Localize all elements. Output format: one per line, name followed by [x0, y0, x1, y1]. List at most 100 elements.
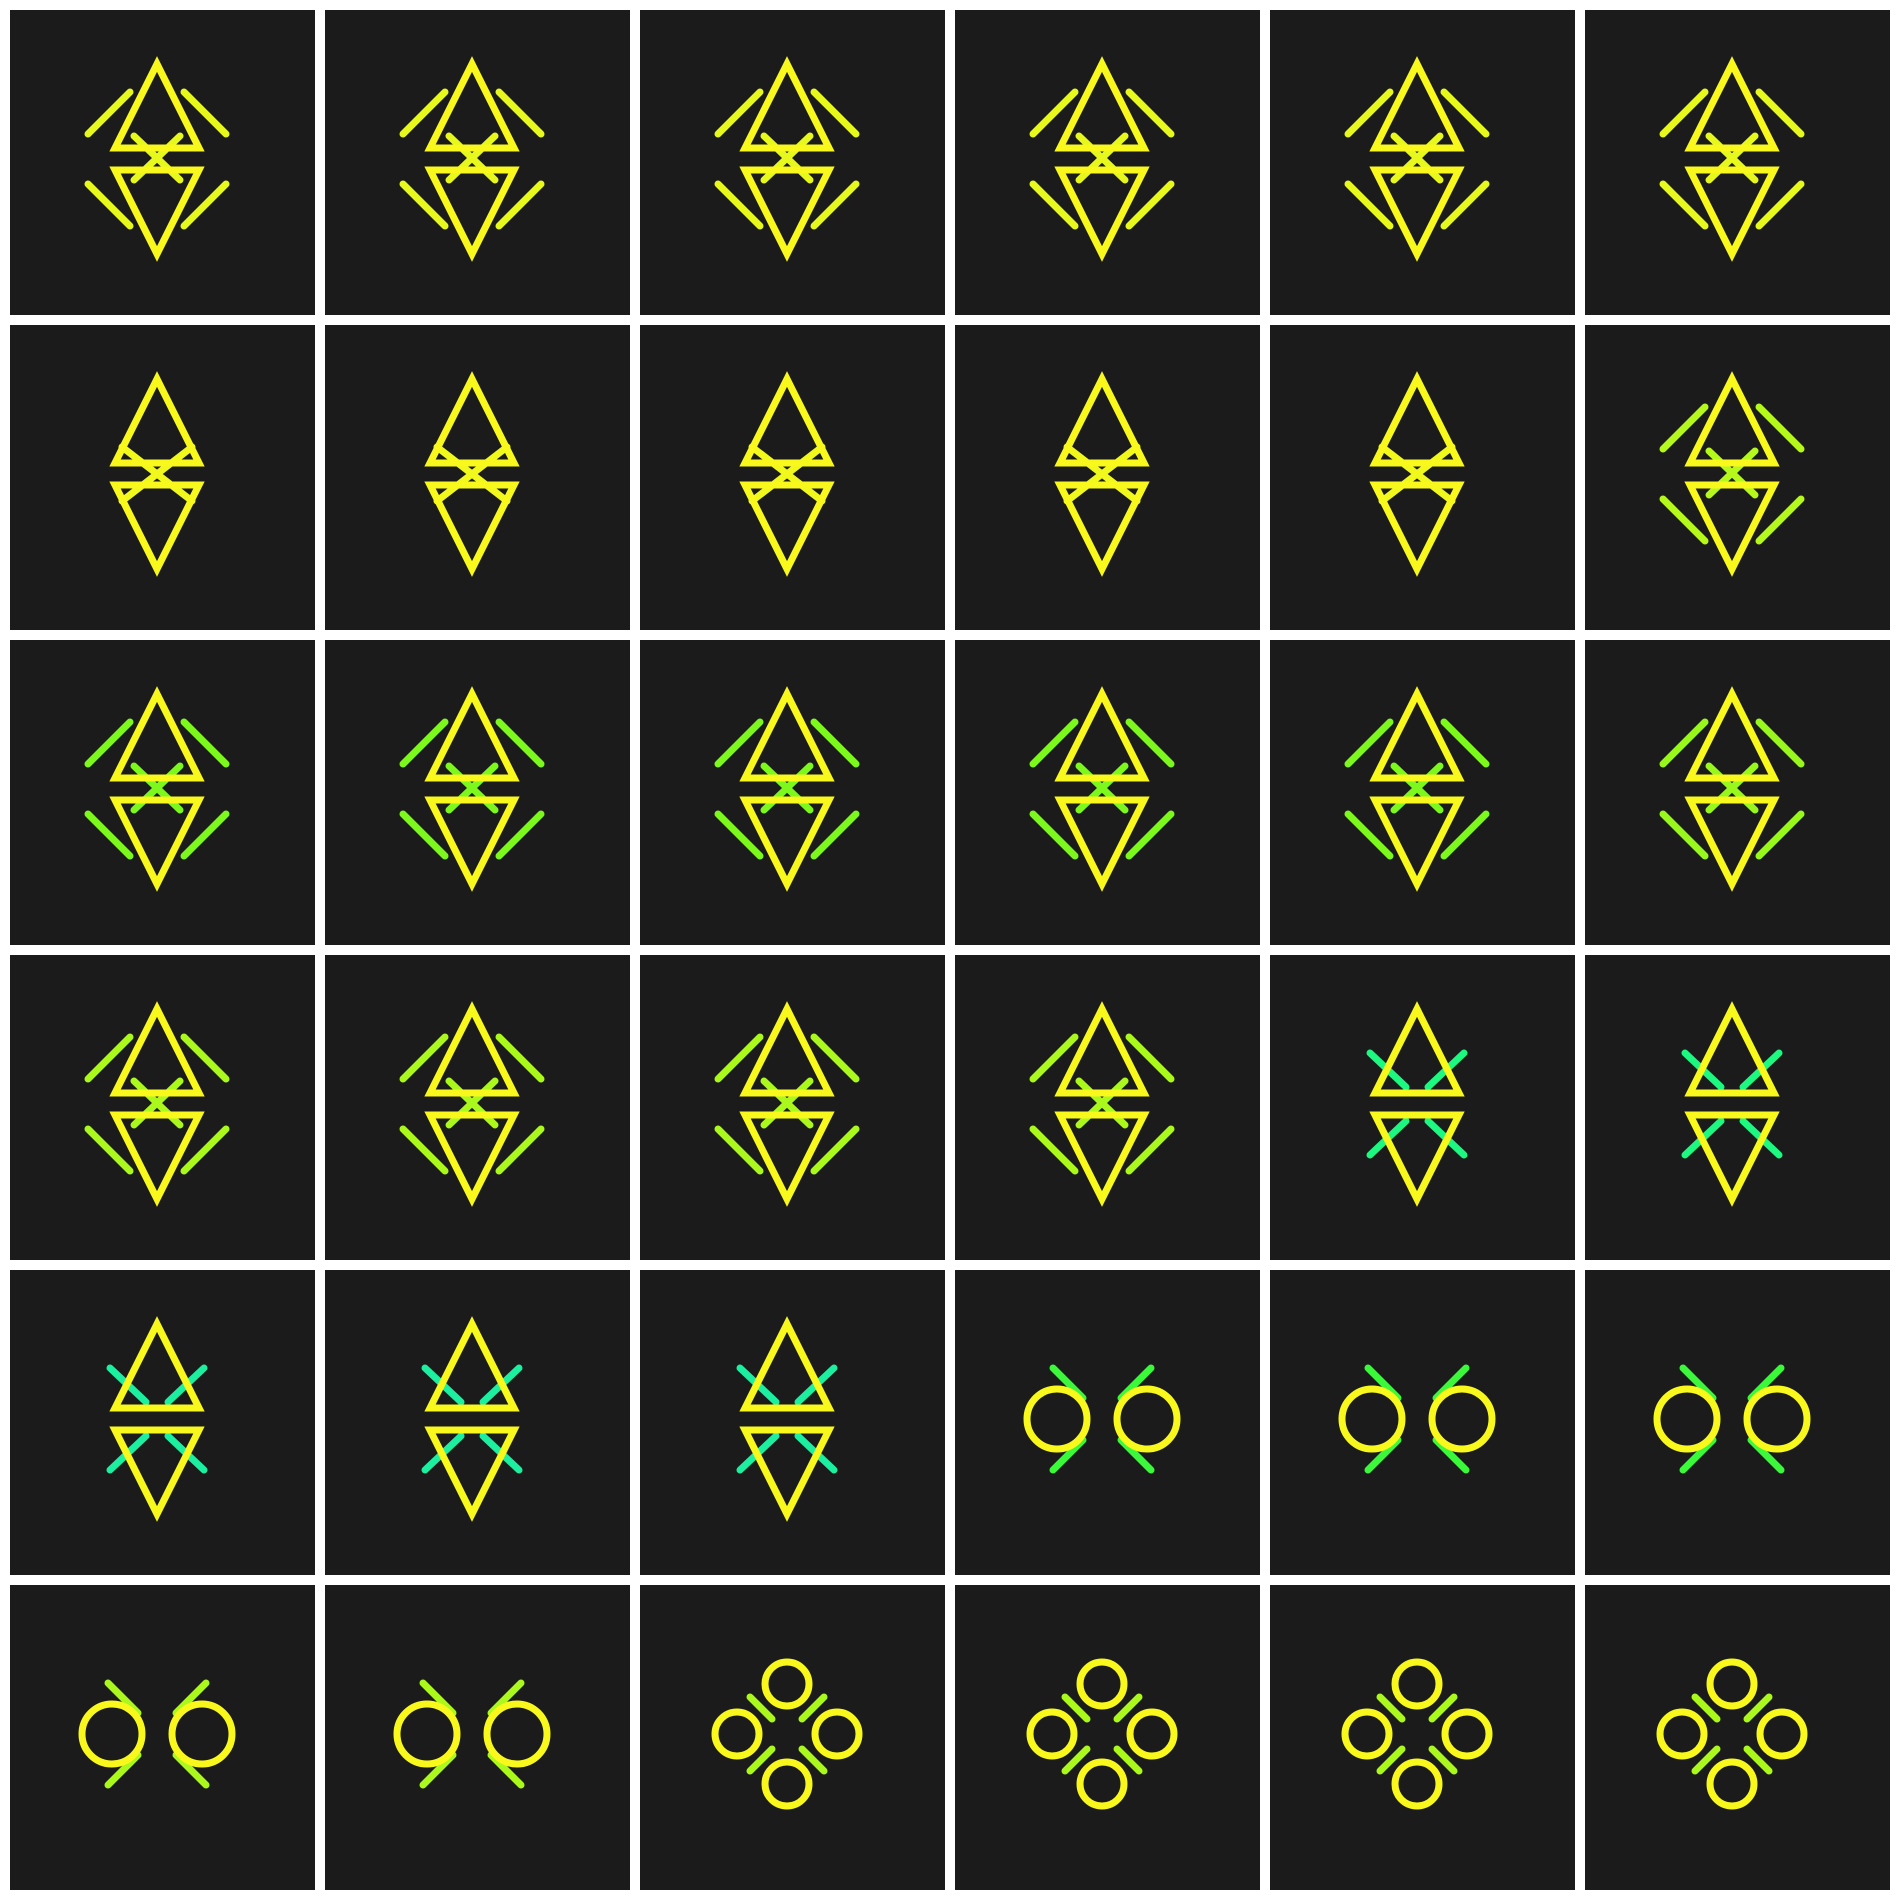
- diagonal-stroke: [714, 1033, 764, 1083]
- triangle-up: [1684, 1001, 1780, 1097]
- cross-stroke: [1378, 443, 1456, 505]
- diagonal-stroke: [399, 1125, 449, 1175]
- diagonal-stroke: [1659, 495, 1709, 545]
- diagonal-stroke: [1029, 180, 1079, 230]
- diagonal-stroke: [1743, 1693, 1773, 1723]
- tile-glyph: [1029, 1001, 1175, 1207]
- circle-right: [1756, 1708, 1808, 1760]
- pattern-tile: [1585, 1585, 1890, 1890]
- triangle-down: [1684, 481, 1780, 577]
- diagonal-stroke: [1125, 1125, 1175, 1175]
- diagonal-stroke: [399, 1033, 449, 1083]
- diagonal-stroke: [1440, 88, 1490, 138]
- triangle-up: [109, 1316, 205, 1412]
- circle-top: [1076, 1658, 1128, 1710]
- diagonal-stroke: [180, 88, 230, 138]
- triangle-down: [109, 1111, 205, 1207]
- circle-bottom: [1391, 1758, 1443, 1810]
- diagonal-stroke: [180, 1033, 230, 1083]
- pattern-tile: [10, 640, 315, 945]
- diagonal-stroke: [1428, 1745, 1458, 1775]
- triangle-down: [739, 1111, 835, 1207]
- cross-stroke: [433, 443, 511, 505]
- diagonal-stroke: [84, 1125, 134, 1175]
- diagonal-stroke: [399, 88, 449, 138]
- tile-glyph: [1344, 686, 1490, 892]
- circle-right: [1126, 1708, 1178, 1760]
- triangle-down: [1054, 796, 1150, 892]
- diagonal-stroke: [810, 1033, 860, 1083]
- diagonal-stroke: [1125, 1033, 1175, 1083]
- diagonal-stroke: [714, 180, 764, 230]
- triangle-down: [739, 166, 835, 262]
- pattern-tile: [325, 1270, 630, 1575]
- triangle-up: [1054, 686, 1150, 782]
- diagonal-stroke: [1691, 1693, 1721, 1723]
- tile-glyph: [1026, 1658, 1178, 1810]
- diagonal-stroke: [746, 1693, 776, 1723]
- tile-glyph: [393, 1679, 551, 1789]
- circle-right: [1428, 1385, 1496, 1453]
- triangle-up: [424, 1001, 520, 1097]
- diagonal-stroke: [1113, 1745, 1143, 1775]
- diagonal-stroke: [1029, 1033, 1079, 1083]
- diagonal-stroke: [1755, 810, 1805, 860]
- circle-right: [483, 1700, 551, 1768]
- triangle-up: [109, 371, 205, 467]
- triangle-up: [424, 686, 520, 782]
- circle-left: [78, 1700, 146, 1768]
- diagonal-stroke: [1440, 810, 1490, 860]
- diagonal-stroke: [495, 88, 545, 138]
- triangle-down: [109, 166, 205, 262]
- triangle-down: [1369, 166, 1465, 262]
- circle-left: [1656, 1708, 1708, 1760]
- pattern-tile: [640, 10, 945, 315]
- triangle-down: [1684, 166, 1780, 262]
- triangle-up: [109, 686, 205, 782]
- circle-left: [1338, 1385, 1406, 1453]
- diagonal-stroke: [1743, 1745, 1773, 1775]
- pattern-tile: [10, 10, 315, 315]
- triangle-up: [1684, 56, 1780, 152]
- tile-glyph: [84, 686, 230, 892]
- tile-glyph: [84, 1001, 230, 1207]
- diagonal-stroke: [1755, 495, 1805, 545]
- diagonal-stroke: [798, 1745, 828, 1775]
- pattern-tile: [1585, 325, 1890, 630]
- diagonal-stroke: [1755, 718, 1805, 768]
- diagonal-stroke: [1344, 88, 1394, 138]
- tile-glyph: [736, 1316, 838, 1522]
- tile-glyph: [1659, 56, 1805, 262]
- tile-glyph: [424, 371, 520, 577]
- triangle-down: [739, 481, 835, 577]
- diagonal-stroke: [810, 1125, 860, 1175]
- pattern-tile: [1585, 1270, 1890, 1575]
- pattern-tile: [1585, 955, 1890, 1260]
- triangle-down: [109, 1426, 205, 1522]
- diagonal-stroke: [1029, 88, 1079, 138]
- triangle-down: [424, 796, 520, 892]
- diagonal-stroke: [84, 1033, 134, 1083]
- diagonal-stroke: [810, 810, 860, 860]
- diagonal-stroke: [714, 718, 764, 768]
- diagonal-stroke: [495, 180, 545, 230]
- tile-glyph: [399, 1001, 545, 1207]
- triangle-up: [424, 56, 520, 152]
- diagonal-stroke: [714, 810, 764, 860]
- circle-bottom: [761, 1758, 813, 1810]
- pattern-tile: [640, 325, 945, 630]
- triangle-down: [1054, 481, 1150, 577]
- triangle-up: [739, 1316, 835, 1412]
- diagonal-stroke: [1344, 718, 1394, 768]
- triangle-up: [1369, 686, 1465, 782]
- diagonal-stroke: [180, 1125, 230, 1175]
- triangle-up: [1054, 56, 1150, 152]
- pattern-tile: [10, 955, 315, 1260]
- diagonal-stroke: [1659, 718, 1709, 768]
- tile-glyph: [399, 56, 545, 262]
- tile-glyph: [714, 56, 860, 262]
- diagonal-stroke: [1029, 810, 1079, 860]
- triangle-up: [1054, 1001, 1150, 1097]
- triangle-down: [424, 1111, 520, 1207]
- pattern-tile: [640, 1585, 945, 1890]
